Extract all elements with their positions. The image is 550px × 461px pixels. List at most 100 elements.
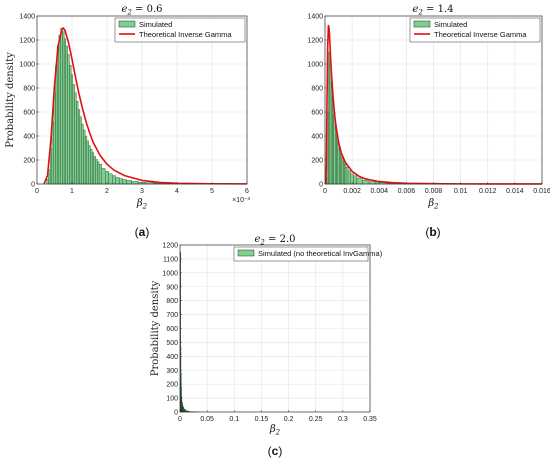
- x-tick-label: 1: [70, 188, 74, 195]
- histogram-bar: [69, 65, 72, 185]
- y-tick-label: 800: [23, 86, 35, 93]
- histogram-bar: [347, 170, 351, 185]
- theory-curve: [43, 27, 248, 185]
- x-axis-multiplier: ×10⁻³: [232, 197, 251, 204]
- y-tick-label: 1200: [19, 38, 35, 45]
- histogram-bar: [97, 161, 100, 185]
- x-tick-label: 0.01: [454, 188, 468, 195]
- histogram-bar: [76, 101, 79, 185]
- histogram-bar: [55, 66, 58, 185]
- histogram-bar: [84, 135, 88, 185]
- legend: Simulated (no theoretical InvGamma): [233, 246, 383, 262]
- title-value: = 1.4: [423, 4, 454, 15]
- histogram-bar: [65, 45, 68, 185]
- y-tick-label: 200: [23, 158, 35, 165]
- histogram-bar: [101, 168, 106, 185]
- x-tick-label: 0: [35, 188, 39, 195]
- x-tick-label: 0.008: [425, 188, 443, 195]
- x-tick-label: 0.2: [284, 416, 294, 423]
- histogram-bar: [340, 153, 343, 185]
- x-tick-label: 5: [210, 188, 214, 195]
- y-tick-label: 0: [31, 182, 35, 189]
- x-tick-label: 0.014: [506, 188, 524, 195]
- y-tick-label: 200: [311, 158, 323, 165]
- legend-swatch-simulated: [118, 20, 136, 28]
- x-tick-label: 0.35: [363, 416, 377, 423]
- histogram-bar: [86, 140, 89, 185]
- y-tick-label: 600: [23, 110, 35, 117]
- x-tick-label: 0.004: [370, 188, 388, 195]
- y-tick-label: 0: [319, 182, 323, 189]
- histogram-bar: [93, 156, 96, 185]
- histogram-bar: [339, 147, 341, 185]
- x-tick-label: 0.05: [200, 416, 214, 423]
- histogram-bar: [77, 109, 81, 185]
- histogram-bar: [112, 175, 116, 185]
- legend-swatch-simulated: [413, 20, 431, 28]
- y-tick-label: 600: [166, 326, 178, 333]
- histogram-bar: [74, 92, 77, 185]
- title-subscript: 2: [417, 9, 423, 17]
- x-label-symbol: β: [427, 198, 434, 209]
- histogram-bar: [343, 161, 345, 185]
- x-tick-label: 0.1: [229, 416, 239, 423]
- histogram-bar: [344, 164, 347, 185]
- x-label-symbol: β: [136, 198, 143, 209]
- histogram-bar: [79, 116, 82, 185]
- histogram-bar: [63, 38, 67, 185]
- x-axis-label: β2: [427, 198, 439, 211]
- caption-close: ): [278, 444, 282, 458]
- legend-label: Theoretical Inverse Gamma: [139, 30, 232, 39]
- x-label-subscript: 2: [142, 203, 148, 211]
- y-tick-label: 100: [166, 396, 178, 403]
- histogram-bar: [62, 31, 65, 185]
- histogram-bar: [56, 45, 60, 185]
- chart-panel-b: 0 0.002 0.004 0.006 0.008 0.01 0.012 0.014 0.016…: [307, 4, 550, 239]
- histogram-bar: [98, 164, 102, 185]
- legend-label: Simulated: [139, 20, 172, 29]
- panel-caption: (a): [135, 225, 150, 239]
- x-tick-label: 0.15: [255, 416, 269, 423]
- caption-open: (: [268, 444, 272, 458]
- histogram-bar: [329, 63, 332, 185]
- y-tick-label: 800: [166, 298, 178, 305]
- histogram-bar: [81, 123, 84, 185]
- chart-title: e2 = 2.0: [254, 234, 295, 247]
- histogram-bar: [356, 177, 363, 185]
- x-tick-labels: 0 1 2 3 4 5 6: [35, 182, 249, 195]
- y-tick-label: 1000: [19, 62, 35, 69]
- y-tick-labels: 0 200 400 600 800 1000 1200 1400: [19, 14, 39, 189]
- panel-caption: (c): [268, 444, 283, 458]
- x-tick-labels: 0 0.05 0.1 0.15 0.2 0.25 0.3 0.35: [178, 410, 377, 423]
- y-axis-label: Probability density: [150, 280, 161, 376]
- y-tick-label: 1200: [307, 38, 323, 45]
- title-value: = 2.0: [265, 234, 296, 245]
- legend-box: [233, 246, 369, 262]
- histogram-bar: [70, 74, 74, 185]
- title-value: = 0.6: [132, 4, 163, 15]
- title-symbol: e: [121, 4, 127, 15]
- histogram-bar: [330, 81, 333, 185]
- histogram-bar: [67, 54, 70, 185]
- y-tick-label: 400: [23, 134, 35, 141]
- histogram-bar: [88, 145, 91, 185]
- histogram-bar: [115, 177, 120, 185]
- title-subscript: 2: [126, 9, 132, 17]
- chart-panel-c: 0 0.05 0.1 0.15 0.2 0.25 0.3 0.35 0 100 200 300 400 5…: [150, 234, 383, 458]
- histogram-bar: [328, 51, 330, 185]
- y-tick-label: 1200: [162, 243, 178, 250]
- panel-caption: (b): [425, 225, 440, 239]
- legend-label: Simulated: [434, 20, 467, 29]
- y-tick-label: 1000: [307, 62, 323, 69]
- y-tick-label: 600: [311, 110, 323, 117]
- legend-box: [409, 17, 541, 43]
- x-tick-label: 0.002: [343, 188, 361, 195]
- chart-title: e2 = 0.6: [121, 4, 162, 17]
- x-axis-label: β2: [136, 198, 148, 211]
- histogram-bar: [353, 175, 358, 185]
- legend-swatch-simulated: [237, 249, 255, 257]
- title-symbol: e: [254, 234, 260, 245]
- x-label-subscript: 2: [433, 203, 439, 211]
- histogram-bar: [46, 179, 49, 185]
